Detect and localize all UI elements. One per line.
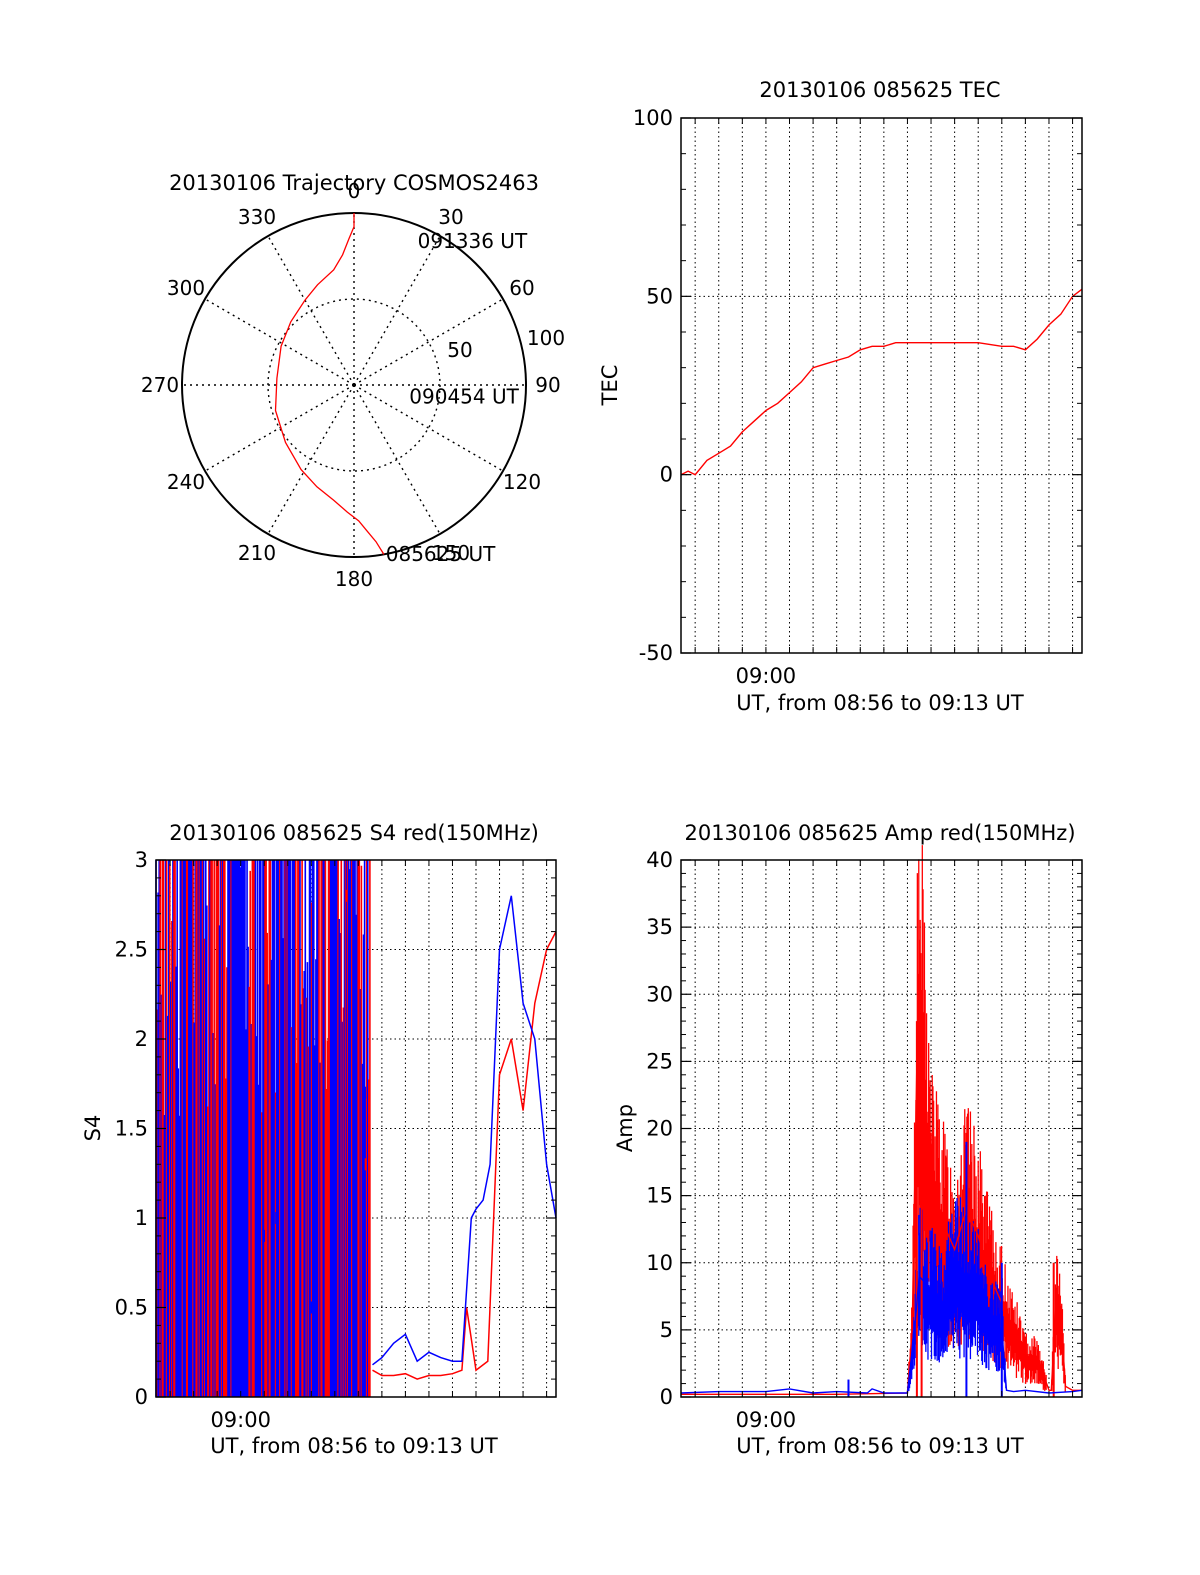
azimuth-label: 90 (535, 373, 560, 397)
trajectory-line (274, 213, 385, 555)
tec-axes: -50 0 50 100 09:00 (633, 106, 1083, 688)
tec-xlabel: UT, from 08:56 to 09:13 UT (736, 691, 1024, 715)
polar-spoke (353, 235, 441, 386)
y-tick-label: 25 (646, 1049, 673, 1073)
azimuth-label: 300 (167, 276, 205, 300)
y-tick-label: 5 (660, 1318, 673, 1342)
trajectory-title: 20130106 Trajectory COSMOS2463 (169, 171, 539, 195)
polar-spoke (204, 384, 355, 472)
amp-gridlines (681, 859, 1082, 1398)
s4-title: 20130106 085625 S4 red(150MHz) (169, 821, 539, 845)
s4-line-chart: 20130106 085625 S4 red(150MHz) 0 0.5 1 1.5 2… (81, 821, 557, 1458)
y-tick-label: 30 (646, 982, 673, 1006)
azimuth-label: 270 (141, 373, 179, 397)
azimuth-label: 210 (238, 541, 276, 565)
trajectory-path (274, 213, 385, 555)
azimuth-label: 180 (335, 567, 373, 591)
time-annotation: 090454 UT (409, 384, 519, 408)
amp-xlabel: UT, from 08:56 to 09:13 UT (736, 1434, 1024, 1458)
polar-spoke (353, 298, 504, 386)
y-tick-label: 2 (135, 1027, 148, 1051)
y-tick-label: 1.5 (115, 1117, 148, 1141)
polar-spoke (267, 384, 355, 535)
y-tick-label: 10 (646, 1251, 673, 1275)
y-tick-label: 0 (135, 1385, 148, 1409)
y-tick-label: -50 (639, 641, 673, 665)
s4-xlabel: UT, from 08:56 to 09:13 UT (210, 1434, 498, 1458)
tec-series (680, 288, 1083, 476)
x-tick-label: 09:00 (736, 1408, 797, 1432)
x-tick-label: 09:00 (736, 664, 797, 688)
y-tick-label: 2.5 (115, 938, 148, 962)
azimuth-label: 0 (348, 179, 361, 203)
polar-spoke (353, 384, 504, 472)
y-tick-label: 40 (646, 848, 673, 872)
polar-spoke (353, 384, 441, 535)
polar-spoke (267, 235, 355, 386)
azimuth-label: 240 (167, 470, 205, 494)
plot-frame (680, 859, 1083, 1398)
radius-labels: 50 100 (447, 326, 565, 362)
y-tick-label: 100 (633, 106, 673, 130)
s4-ylabel: S4 (81, 1115, 105, 1142)
y-tick-label: 0 (660, 463, 673, 487)
y-tick-label: 35 (646, 915, 673, 939)
y-tick-label: 1 (135, 1206, 148, 1230)
series-line-red (372, 931, 557, 1380)
y-tick-label: 3 (135, 848, 148, 872)
tec-ylabel: TEC (598, 365, 622, 407)
tec-title: 20130106 085625 TEC (759, 78, 1000, 102)
amp-ylabel: Amp (613, 1104, 637, 1152)
time-annotation: 091336 UT (418, 229, 528, 253)
tec-gridlines (681, 117, 1082, 654)
series-line-red (681, 1034, 1082, 1395)
plot-frame (680, 117, 1083, 654)
azimuth-label: 330 (238, 205, 276, 229)
trajectory-time-annotations: 091336 UT 090454 UT 085625 UT (386, 229, 528, 566)
y-tick-label: 0.5 (115, 1296, 148, 1320)
time-annotation: 085625 UT (386, 542, 496, 566)
azimuth-labels: 0 30 60 90 120 150 180 210 240 270 300 330 (141, 179, 561, 591)
s4-axes: 0 0.5 1 1.5 2 2.5 3 09:00 (115, 848, 557, 1432)
amp-line-chart: 20130106 085625 Amp red(150MHz) 0 5 10 15 20… (613, 821, 1083, 1458)
y-tick-label: 20 (646, 1117, 673, 1141)
azimuth-label: 30 (438, 205, 463, 229)
series-line-blue (372, 895, 557, 1366)
azimuth-label: 60 (509, 276, 534, 300)
y-tick-label: 15 (646, 1184, 673, 1208)
amp-series (680, 845, 1083, 1397)
y-tick-label: 50 (646, 284, 673, 308)
tec-line-chart: 20130106 085625 TEC -50 0 50 100 09:00 UT, f… (598, 78, 1083, 715)
radius-label: 50 (447, 338, 472, 362)
azimuth-label: 150 (432, 541, 470, 565)
trajectory-polar-plot: 20130106 Trajectory COSMOS2463 0 30 60 90 12… (141, 171, 565, 591)
amp-axes: 0 5 10 15 20 25 30 35 40 09:00 (646, 848, 1083, 1432)
series-line-red (680, 288, 1083, 476)
x-tick-label: 09:00 (210, 1408, 271, 1432)
polar-spoke (204, 298, 355, 386)
y-tick-label: 0 (660, 1385, 673, 1409)
amp-title: 20130106 085625 Amp red(150MHz) (684, 821, 1075, 845)
azimuth-label: 120 (503, 470, 541, 494)
s4-series (155, 860, 557, 1397)
radius-label: 100 (527, 326, 565, 350)
